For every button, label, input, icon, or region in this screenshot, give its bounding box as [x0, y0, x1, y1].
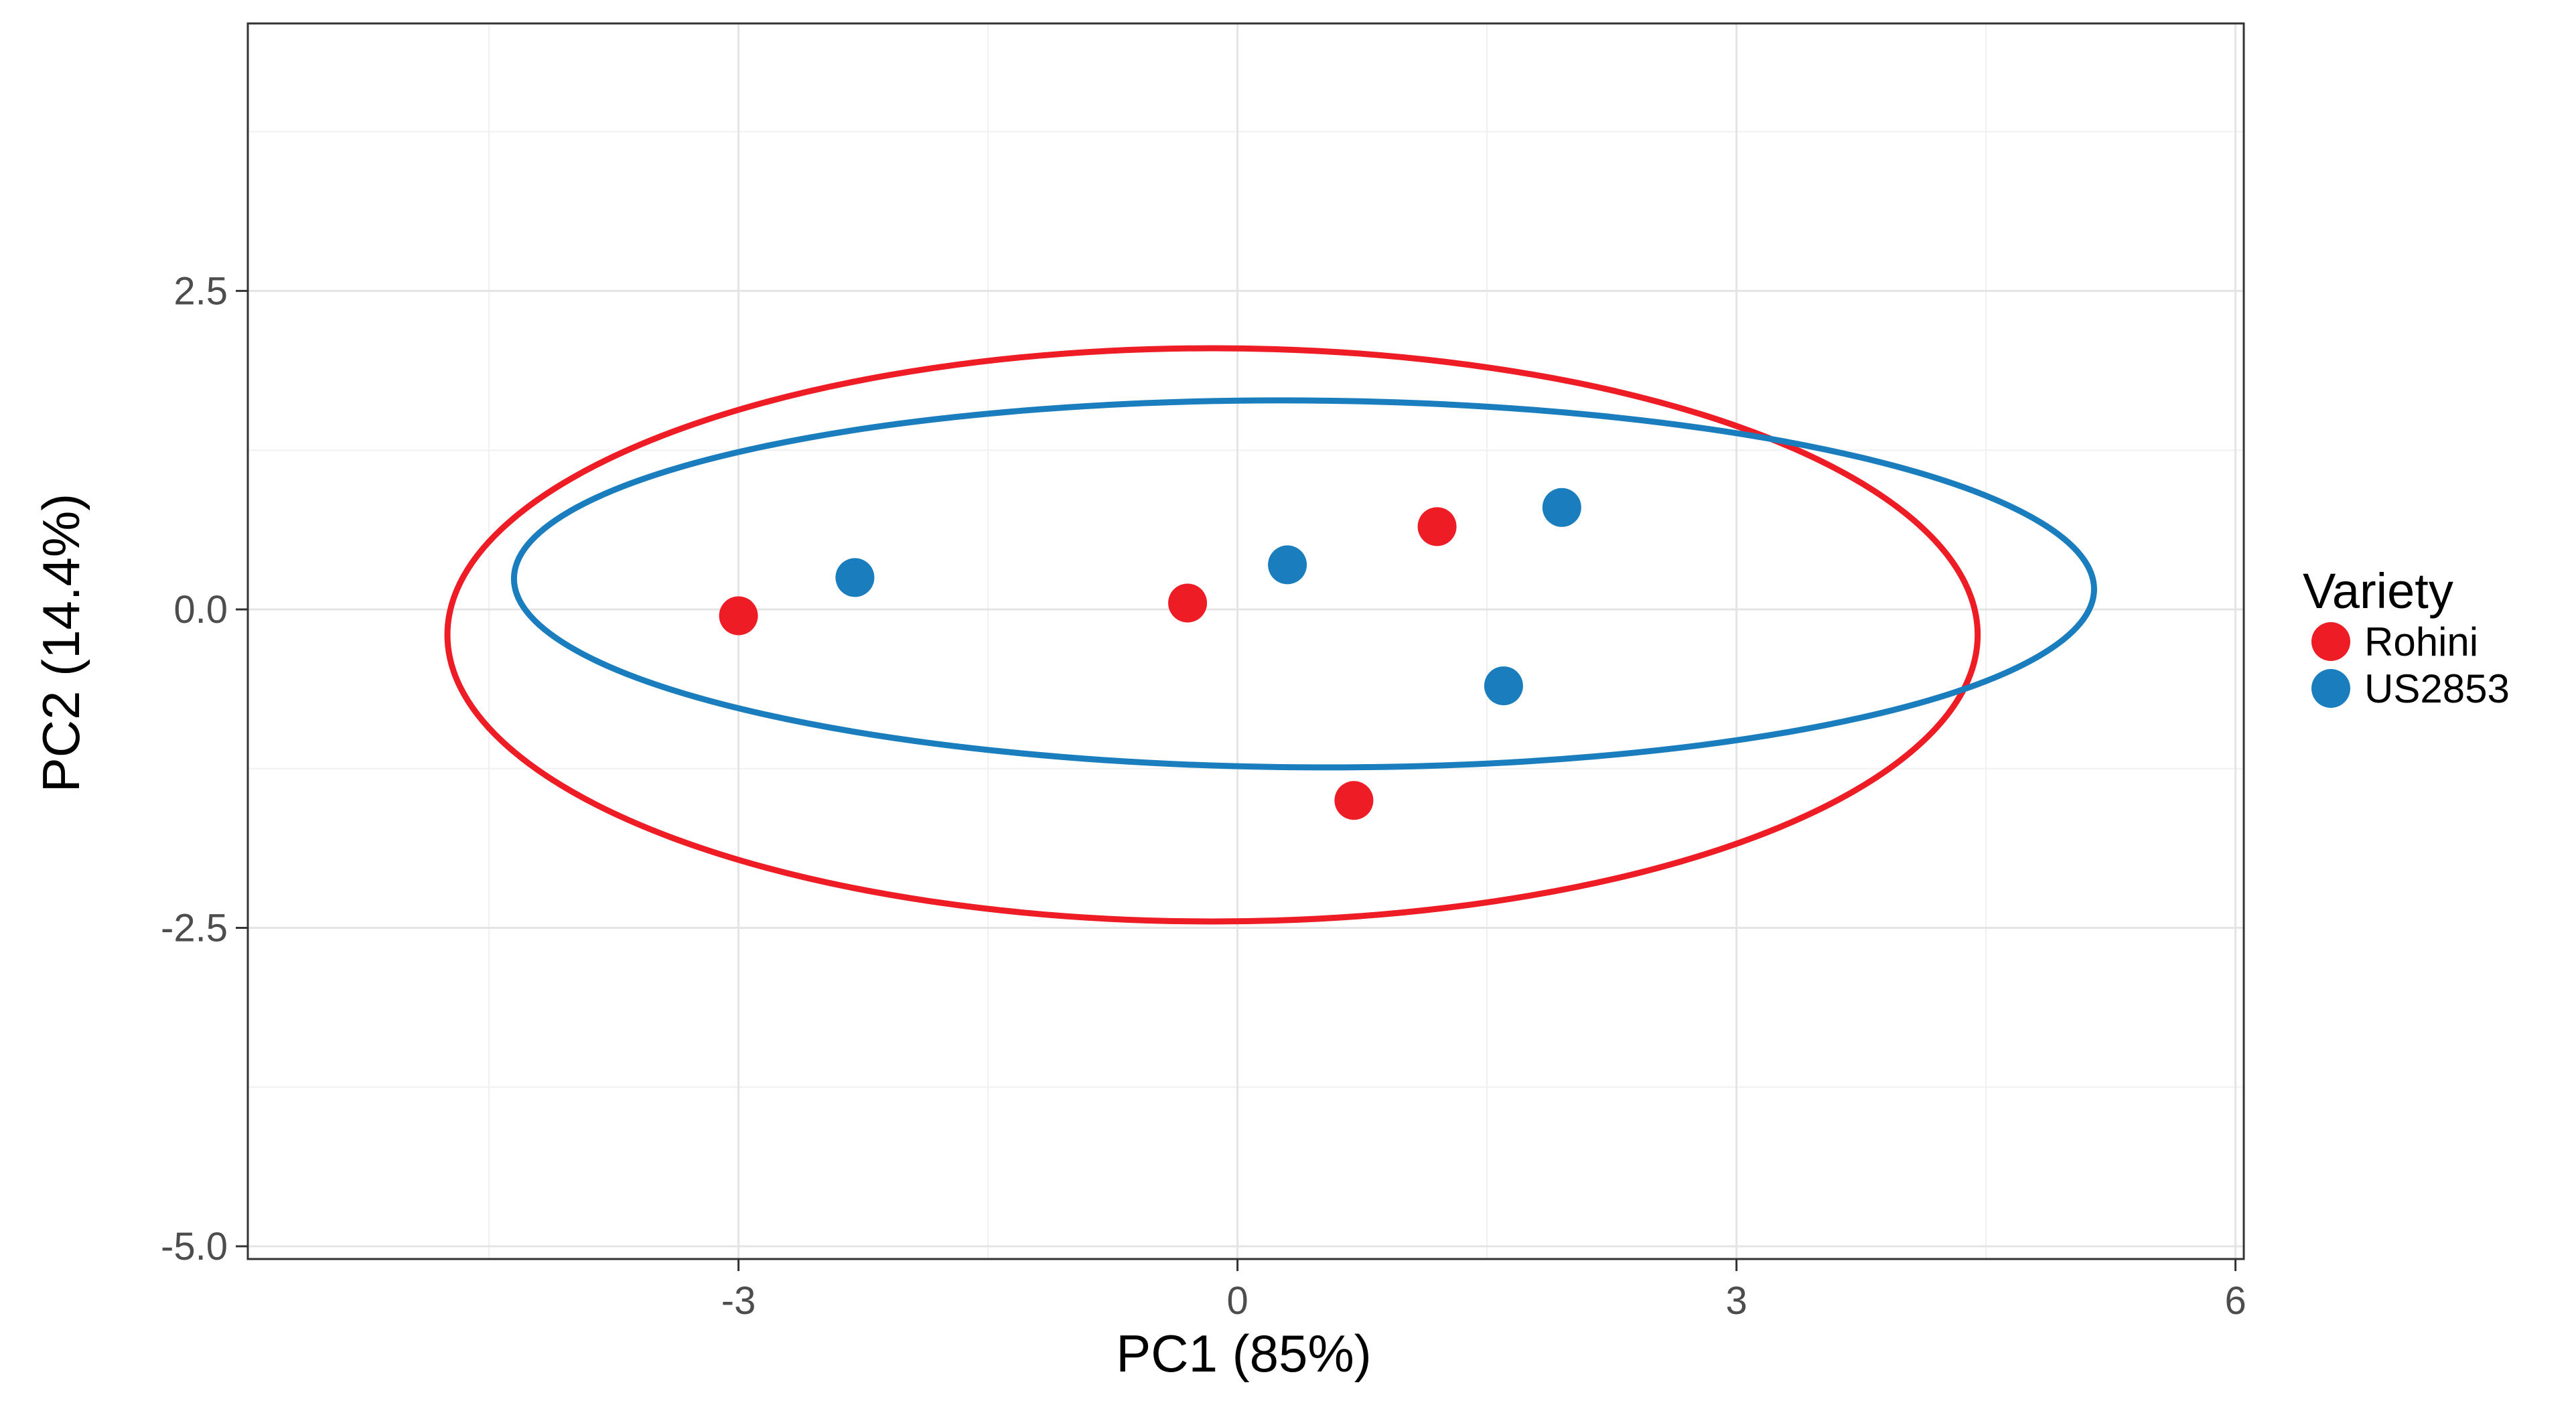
- legend-label-us2853: US2853: [2364, 666, 2510, 711]
- data-points: [719, 488, 1581, 820]
- axis-ticks: -3 0 3 6 -5.0 -2.5 0.0 2.5: [161, 269, 2246, 1323]
- legend-key-rohini: [2311, 622, 2350, 661]
- x-tick-label: -3: [721, 1279, 756, 1323]
- legend-label-rohini: Rohini: [2364, 619, 2478, 664]
- confidence-ellipses: [444, 345, 2097, 925]
- point-rohini: [1334, 781, 1374, 820]
- y-tick-label: 2.5: [173, 269, 228, 313]
- ellipse-us2853: [510, 397, 2097, 771]
- y-tick-label: -5.0: [161, 1225, 228, 1268]
- x-tick-label: 6: [2224, 1279, 2246, 1323]
- point-us2853: [1268, 545, 1307, 585]
- point-us2853: [835, 558, 875, 597]
- x-tick-label: 3: [1725, 1279, 1747, 1323]
- x-axis-label: PC1 (85%): [1116, 1324, 1371, 1383]
- y-axis-label: PC2 (14.4%): [31, 494, 90, 793]
- point-rohini: [719, 596, 758, 636]
- y-tick-label: -2.5: [161, 906, 228, 950]
- y-tick-label: 0.0: [173, 588, 228, 632]
- legend-title: Variety: [2303, 563, 2453, 619]
- point-us2853: [1484, 666, 1523, 706]
- point-rohini: [1168, 583, 1208, 623]
- x-tick-label: 0: [1226, 1279, 1248, 1323]
- point-rohini: [1417, 507, 1457, 546]
- ellipse-rohini: [444, 345, 1981, 925]
- point-us2853: [1542, 488, 1581, 527]
- legend-key-us2853: [2311, 669, 2350, 708]
- plot-border: [246, 22, 2245, 1260]
